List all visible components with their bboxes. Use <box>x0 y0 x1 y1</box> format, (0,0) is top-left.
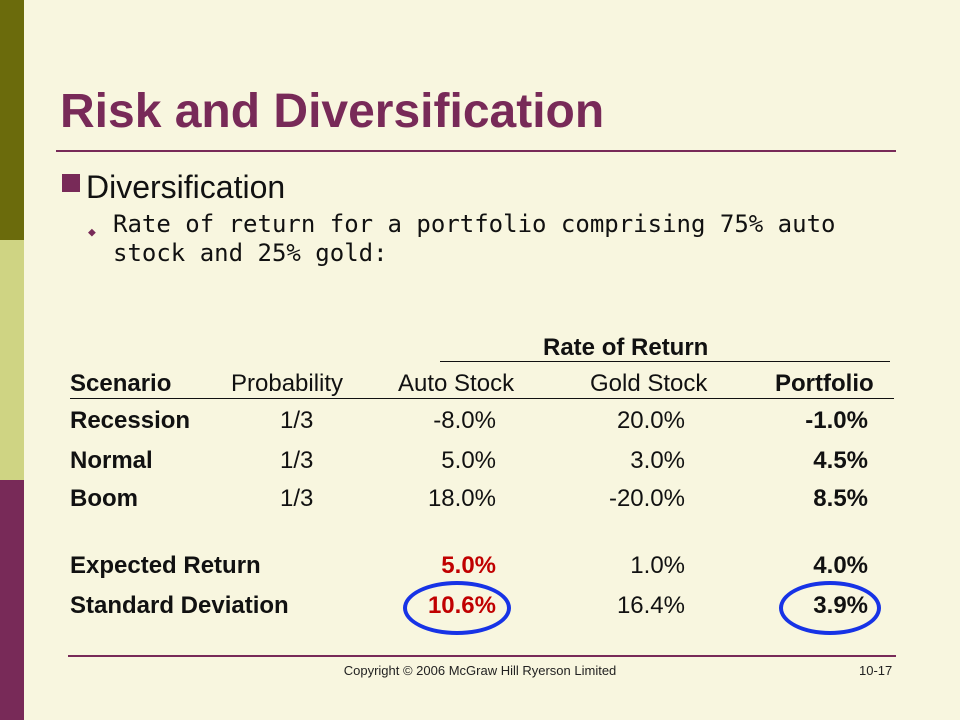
row-gold: 20.0% <box>616 407 685 434</box>
bullet-sub: ◆ Rate of return for a portfolio compris… <box>88 210 878 268</box>
header-probability: Probability <box>231 370 344 397</box>
bullet-main: Diversification <box>62 169 285 206</box>
row-portfolio: -1.0% <box>805 407 868 434</box>
row-probability: 1/3 <box>280 485 314 512</box>
expected-return-label: Expected Return <box>70 552 261 579</box>
side-bar-lime <box>0 240 24 480</box>
std-deviation-label: Standard Deviation <box>70 592 289 619</box>
row-scenario: Normal <box>70 447 153 474</box>
expected-return-auto: 5.0% <box>441 552 496 579</box>
row-auto: -8.0% <box>433 407 496 434</box>
row-portfolio: 4.5% <box>813 447 868 474</box>
bullet-sub-text: Rate of return for a portfolio comprisin… <box>113 210 836 267</box>
row-portfolio: 8.5% <box>813 485 868 512</box>
slide-title: Risk and Diversification <box>60 85 605 138</box>
row-probability: 1/3 <box>280 407 314 434</box>
square-bullet-icon <box>62 174 80 192</box>
row-gold: 3.0% <box>630 447 685 474</box>
footer-divider <box>68 655 896 657</box>
header-portfolio: Portfolio <box>775 370 874 397</box>
group-header-underline <box>440 361 890 362</box>
row-auto: 18.0% <box>427 485 496 512</box>
header-auto-stock: Auto Stock <box>398 370 515 397</box>
side-bar-plum <box>0 480 24 720</box>
title-divider <box>56 150 896 152</box>
side-bar-olive <box>0 0 24 240</box>
header-gold-stock: Gold Stock <box>590 370 708 397</box>
bullet-main-text: Diversification <box>86 169 286 205</box>
expected-return-gold: 1.0% <box>630 552 685 579</box>
group-header-rate-of-return: Rate of Return <box>543 334 709 361</box>
header-underline <box>70 398 894 399</box>
row-gold: -20.0% <box>608 485 685 512</box>
row-probability: 1/3 <box>280 447 314 474</box>
header-scenario: Scenario <box>70 370 172 397</box>
highlight-circle-portfolio <box>779 581 881 635</box>
slide-number: 10-17 <box>859 663 893 678</box>
diamond-bullet-icon: ◆ <box>88 225 96 240</box>
std-deviation-gold: 16.4% <box>616 592 685 619</box>
row-scenario: Boom <box>70 485 138 512</box>
highlight-circle-auto <box>403 581 511 635</box>
copyright-text: Copyright © 2006 McGraw Hill Ryerson Lim… <box>343 663 617 678</box>
row-scenario: Recession <box>70 407 191 434</box>
row-auto: 5.0% <box>441 447 496 474</box>
expected-return-portfolio: 4.0% <box>813 552 868 579</box>
